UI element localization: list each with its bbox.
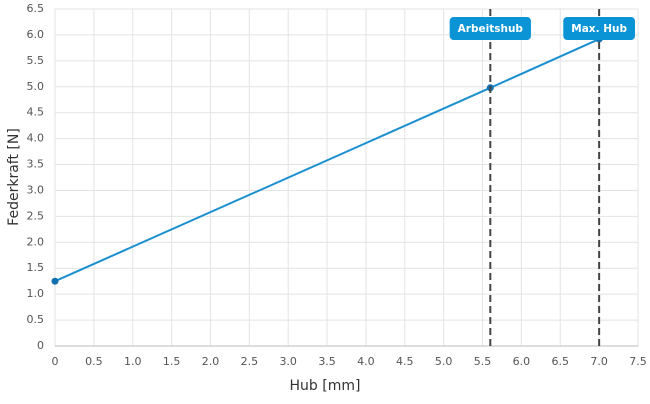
x-tick-label: 0 <box>52 355 59 368</box>
y-tick-label: 0 <box>37 339 44 352</box>
x-tick-label: 3.5 <box>318 355 336 368</box>
annotation-box <box>449 17 531 40</box>
y-tick-label: 0.5 <box>27 313 45 326</box>
y-axis-label: Federkraft [N] <box>6 128 22 226</box>
x-tick-label: 1.0 <box>124 355 142 368</box>
x-axis-label: Hub [mm] <box>290 378 361 394</box>
y-tick-label: 5.0 <box>27 80 45 93</box>
y-tick-label: 5.5 <box>27 54 45 67</box>
x-tick-label: 3.0 <box>279 355 297 368</box>
y-tick-label: 1.0 <box>27 287 45 300</box>
x-tick-label: 6.0 <box>513 355 531 368</box>
y-tick-label: 3.0 <box>27 183 45 196</box>
annotation-box <box>563 17 636 40</box>
x-tick-label: 5.0 <box>435 355 453 368</box>
x-tick-label: 7.0 <box>590 355 608 368</box>
annotation: Arbeitshub <box>449 17 531 40</box>
y-tick-label: 6.0 <box>27 28 45 41</box>
annotation-label: Arbeitshub <box>458 23 524 35</box>
x-tick-label: 4.5 <box>396 355 414 368</box>
y-tick-label: 3.5 <box>27 158 45 171</box>
x-tick-label: 7.5 <box>629 355 647 368</box>
x-tick-label: 1.5 <box>163 355 181 368</box>
annotation: Max. Hub <box>563 17 636 40</box>
annotation-label: Max. Hub <box>571 23 627 35</box>
y-tick-label: 6.5 <box>27 2 45 15</box>
y-tick-label: 4.0 <box>27 132 45 145</box>
y-tick-label: 1.5 <box>27 261 45 274</box>
x-tick-label: 2.0 <box>202 355 220 368</box>
y-tick-label: 4.5 <box>27 106 45 119</box>
y-tick-label: 2.0 <box>27 235 45 248</box>
x-tick-label: 5.5 <box>474 355 492 368</box>
x-tick-label: 0.5 <box>85 355 103 368</box>
point <box>51 277 59 285</box>
x-tick-label: 4.0 <box>357 355 375 368</box>
x-tick-label: 6.5 <box>552 355 570 368</box>
x-tick-label: 2.5 <box>241 355 259 368</box>
y-tick-label: 2.5 <box>27 209 45 222</box>
